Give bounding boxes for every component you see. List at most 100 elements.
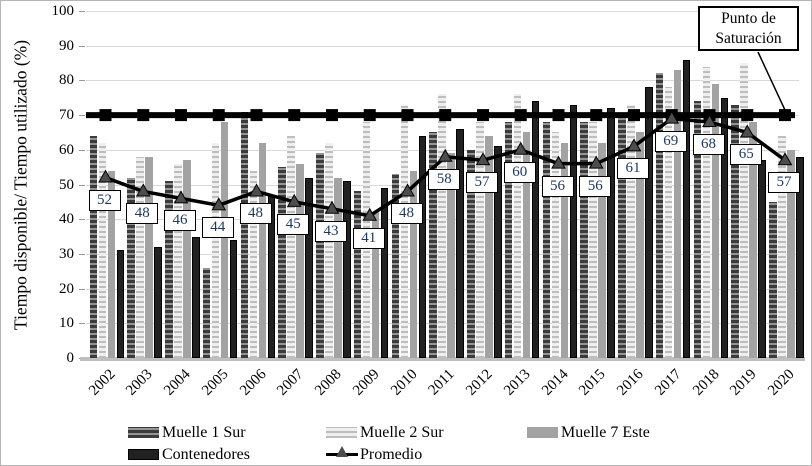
value-label-2010: 48	[390, 203, 423, 225]
bar-muelle-2-sur-2006	[249, 170, 257, 358]
legend-item-muelle-1-sur: Muelle 1 Sur	[128, 424, 328, 441]
legend-item-contenedores: Contenedores	[128, 447, 328, 463]
y-tick-label: 80	[59, 72, 74, 89]
value-label-2015: 56	[579, 175, 612, 197]
y-tick-mark	[79, 149, 85, 151]
bar-muelle-1-sur-2007	[278, 167, 286, 358]
bar-muelle-1-sur-2015	[580, 122, 588, 358]
legend-label-muelle-1-sur: Muelle 1 Sur	[162, 424, 246, 441]
bar-muelle-1-sur-2019	[731, 104, 739, 358]
bar-muelle-2-sur-2012	[476, 122, 484, 358]
bar-muelle-2-sur-2020	[778, 135, 786, 358]
y-tick-label: 20	[59, 280, 74, 297]
saturation-marker	[137, 109, 150, 122]
bar-muelle-1-sur-2013	[504, 122, 513, 358]
promedio-marker	[588, 155, 604, 169]
value-label-2017: 69	[654, 130, 687, 152]
promedio-marker	[362, 207, 378, 221]
promedio-marker	[664, 110, 680, 124]
bar-muelle-1-sur-2004	[165, 181, 173, 358]
saturation-annotation: Punto de Saturación	[698, 6, 799, 51]
bar-muelle-7-este-2017	[673, 69, 682, 358]
value-label-2019: 65	[730, 144, 763, 166]
bar-contenedores-2013	[531, 101, 540, 358]
bar-muelle-7-este-2007	[296, 163, 304, 358]
bar-contenedores-2017	[682, 59, 691, 358]
bar-muelle-1-sur-2003	[127, 177, 135, 358]
promedio-marker	[286, 193, 302, 207]
promedio-marker	[702, 114, 717, 128]
saturation-marker	[477, 109, 489, 122]
bar-muelle-7-este-2019	[749, 122, 757, 358]
legend-label-muelle-7-este: Muelle 7 Este	[561, 424, 650, 441]
y-tick-mark	[79, 11, 85, 12]
bar-contenedores-2004	[192, 236, 200, 358]
bar-muelle-7-este-2010	[409, 170, 417, 358]
y-tick-mark	[79, 184, 85, 186]
bar-muelle-2-sur-2019	[740, 63, 748, 358]
bar-muelle-7-este-2003	[145, 156, 153, 358]
saturation-marker	[552, 109, 565, 122]
promedio-marker	[211, 197, 227, 211]
legend-swatch-muelle-7-este	[527, 427, 558, 438]
legend-item-promedio: Promedio	[326, 446, 526, 463]
bar-contenedores-2012	[494, 146, 502, 358]
gridline	[86, 45, 799, 47]
bar-muelle-2-sur-2004	[174, 163, 182, 358]
y-tick-mark	[79, 219, 85, 221]
y-tick-mark	[79, 288, 85, 290]
promedio-marker	[173, 190, 189, 204]
saturation-marker	[250, 109, 263, 122]
gridline	[86, 11, 799, 12]
y-tick-label: 10	[59, 315, 74, 332]
y-tick-label: 70	[59, 107, 74, 124]
saturation-marker	[175, 109, 187, 122]
bar-muelle-7-este-2005	[220, 122, 229, 358]
bar-muelle-7-este-2004	[183, 160, 191, 358]
promedio-marker	[249, 183, 264, 197]
y-tick-mark	[79, 115, 85, 117]
value-label-2005: 44	[201, 217, 234, 239]
value-label-2007: 45	[277, 213, 310, 235]
legend-label-promedio: Promedio	[360, 446, 423, 463]
bar-contenedores-2009	[380, 187, 389, 358]
value-label-2020: 57	[768, 172, 800, 194]
value-label-2013: 60	[503, 161, 536, 183]
y-tick-label: 90	[59, 37, 74, 54]
bar-muelle-7-este-2008	[334, 177, 342, 358]
bar-muelle-1-sur-2012	[467, 149, 475, 358]
bar-muelle-1-sur-2017	[655, 73, 664, 358]
saturation-annotation-line2: Saturación	[715, 30, 782, 47]
bar-muelle-1-sur-2016	[618, 115, 626, 358]
legend-promedio-marker	[336, 446, 348, 457]
y-tick-label: 60	[59, 141, 74, 158]
saturation-marker	[401, 109, 414, 122]
bar-muelle-2-sur-2014	[551, 132, 559, 358]
y-tick-mark	[79, 323, 85, 325]
bar-muelle-1-sur-2009	[353, 191, 362, 358]
saturation-annotation-line1: Punto de	[721, 10, 776, 27]
value-label-2002: 52	[88, 189, 121, 211]
promedio-marker	[551, 155, 566, 169]
bar-muelle-2-sur-2005	[211, 142, 220, 358]
annotation-leader-line	[757, 51, 786, 111]
bar-muelle-2-sur-2015	[589, 122, 597, 358]
saturation-marker	[514, 109, 527, 122]
bar-contenedores-2005	[229, 240, 238, 358]
bar-muelle-7-este-2006	[258, 142, 266, 358]
saturation-marker	[326, 109, 338, 122]
value-label-2003: 48	[126, 203, 159, 225]
bar-muelle-7-este-2002	[107, 170, 115, 358]
bar-contenedores-2008	[343, 181, 351, 358]
value-label-2014: 56	[541, 175, 574, 197]
bar-muelle-2-sur-2010	[400, 104, 408, 358]
bar-muelle-2-sur-2007	[287, 135, 295, 358]
value-label-2006: 48	[239, 203, 272, 225]
legend-swatch-muelle-1-sur	[128, 427, 159, 438]
saturation-marker	[363, 109, 376, 122]
bar-contenedores-2010	[418, 135, 426, 358]
legend-swatch-muelle-2-sur	[326, 427, 357, 438]
saturation-marker	[288, 109, 301, 122]
promedio-marker	[324, 200, 340, 214]
promedio-marker	[98, 169, 113, 183]
